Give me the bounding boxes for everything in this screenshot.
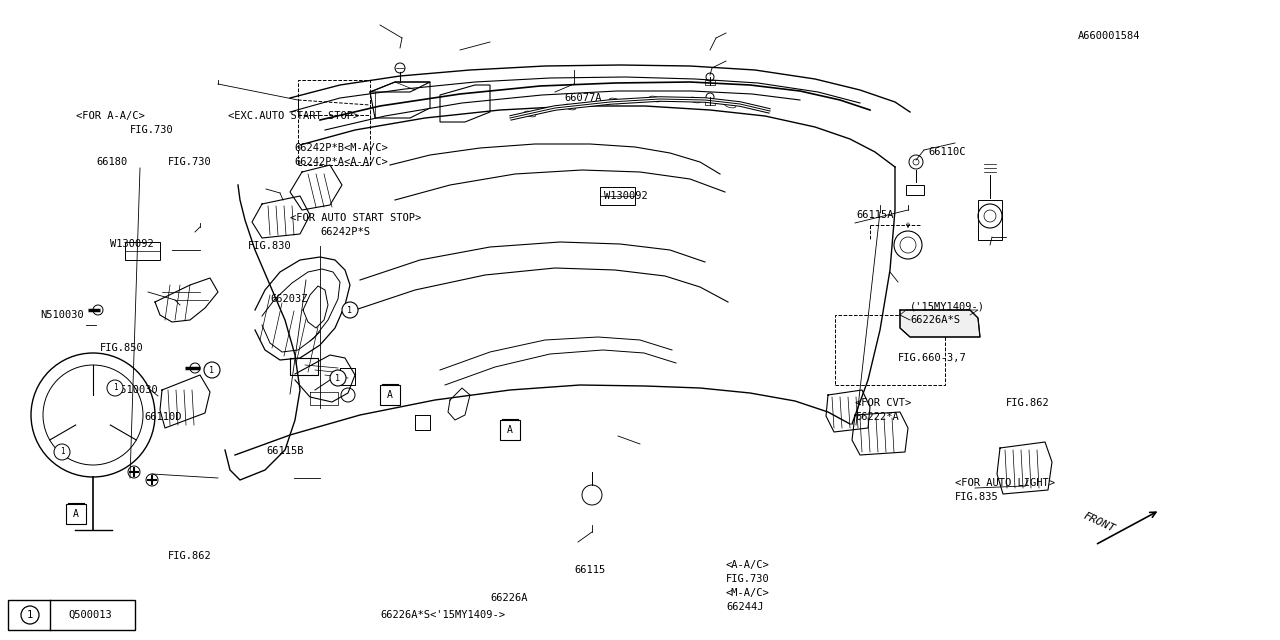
Circle shape bbox=[20, 606, 38, 624]
Text: FIG.862: FIG.862 bbox=[1006, 398, 1050, 408]
Circle shape bbox=[204, 362, 220, 378]
Text: Q500013: Q500013 bbox=[68, 610, 111, 620]
Text: 66226A*S<'15MY1409->: 66226A*S<'15MY1409-> bbox=[380, 610, 506, 620]
Bar bbox=[67, 504, 86, 524]
Text: FIG.862: FIG.862 bbox=[168, 551, 211, 561]
Text: W130092: W130092 bbox=[110, 239, 154, 249]
Text: A: A bbox=[507, 425, 513, 435]
Text: <M-A/C>: <M-A/C> bbox=[726, 588, 769, 598]
Text: 1: 1 bbox=[60, 447, 64, 456]
Bar bbox=[298, 80, 370, 165]
Text: FIG.660-3,7: FIG.660-3,7 bbox=[899, 353, 966, 363]
Polygon shape bbox=[900, 310, 980, 337]
Text: <FOR A-A/C>: <FOR A-A/C> bbox=[76, 111, 145, 121]
Text: 66115A: 66115A bbox=[856, 210, 893, 220]
Text: 66110D: 66110D bbox=[143, 412, 182, 422]
Bar bbox=[380, 385, 399, 405]
Text: <FOR CVT>: <FOR CVT> bbox=[855, 398, 911, 408]
Text: 1: 1 bbox=[113, 383, 118, 392]
Bar bbox=[600, 187, 635, 205]
Text: 66244J: 66244J bbox=[726, 602, 763, 612]
Text: 66242P*B<M-A/C>: 66242P*B<M-A/C> bbox=[294, 143, 388, 153]
Bar bbox=[978, 200, 1002, 240]
Text: A: A bbox=[387, 390, 393, 400]
Circle shape bbox=[330, 370, 346, 386]
Text: FIG.850: FIG.850 bbox=[100, 343, 143, 353]
Bar bbox=[500, 420, 520, 440]
Text: N510030: N510030 bbox=[114, 385, 157, 395]
Text: FIG.835: FIG.835 bbox=[955, 492, 998, 502]
Text: FRONT: FRONT bbox=[1082, 510, 1117, 534]
Text: <FOR AUTO LIGHT>: <FOR AUTO LIGHT> bbox=[955, 478, 1055, 488]
Polygon shape bbox=[440, 85, 490, 122]
Text: FIG.830: FIG.830 bbox=[248, 241, 292, 251]
Bar bbox=[8, 600, 134, 630]
Text: 1: 1 bbox=[347, 305, 352, 314]
Text: A660001584: A660001584 bbox=[1078, 31, 1140, 41]
Text: N510030: N510030 bbox=[40, 310, 83, 320]
Bar bbox=[835, 315, 945, 385]
Circle shape bbox=[54, 444, 70, 460]
Text: FIG.730: FIG.730 bbox=[131, 125, 174, 135]
Text: FIG.730: FIG.730 bbox=[726, 574, 769, 584]
Text: ('15MY1409-): ('15MY1409-) bbox=[910, 301, 986, 311]
Bar bbox=[705, 80, 716, 85]
Polygon shape bbox=[370, 82, 430, 118]
Bar bbox=[906, 185, 924, 195]
Text: 66226A*S: 66226A*S bbox=[910, 315, 960, 325]
Text: 66226A: 66226A bbox=[490, 593, 527, 603]
Text: 66180: 66180 bbox=[96, 157, 127, 167]
Bar bbox=[705, 100, 716, 105]
Text: 66077A: 66077A bbox=[564, 93, 602, 103]
Text: FIG.730: FIG.730 bbox=[168, 157, 211, 167]
Text: 66242P*A<A-A/C>: 66242P*A<A-A/C> bbox=[294, 157, 388, 167]
Text: 66115: 66115 bbox=[573, 565, 605, 575]
Text: A: A bbox=[73, 509, 79, 519]
Text: 1: 1 bbox=[210, 365, 215, 374]
Text: 1: 1 bbox=[335, 374, 340, 383]
Circle shape bbox=[108, 380, 123, 396]
Text: 66242P*S: 66242P*S bbox=[320, 227, 370, 237]
Text: 66222*A: 66222*A bbox=[855, 412, 899, 422]
Circle shape bbox=[342, 302, 358, 318]
Text: <A-A/C>: <A-A/C> bbox=[726, 560, 769, 570]
Text: <EXC.AUTO START STOP>: <EXC.AUTO START STOP> bbox=[228, 111, 360, 121]
Text: 1: 1 bbox=[27, 610, 33, 620]
Bar bbox=[125, 242, 160, 260]
Text: 66115B: 66115B bbox=[266, 446, 303, 456]
Text: <FOR AUTO START STOP>: <FOR AUTO START STOP> bbox=[291, 213, 421, 223]
Text: 66203Z: 66203Z bbox=[270, 294, 307, 304]
Text: W130092: W130092 bbox=[604, 191, 648, 201]
Text: 66110C: 66110C bbox=[928, 147, 965, 157]
